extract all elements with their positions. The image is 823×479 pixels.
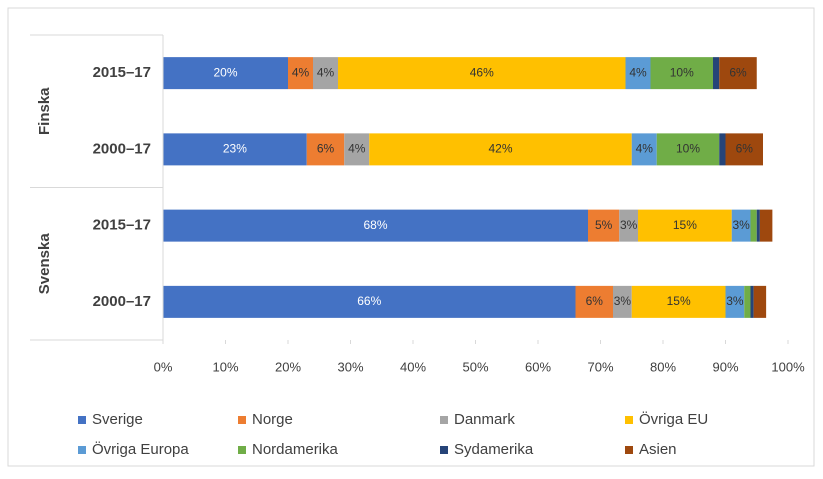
bar-segment xyxy=(338,57,626,90)
bar-segment xyxy=(638,209,732,242)
bar-segment xyxy=(163,285,576,318)
bar-segment xyxy=(313,57,338,90)
bar-segment xyxy=(656,133,720,166)
bar-segment xyxy=(306,133,345,166)
legend-label: Sverige xyxy=(92,411,143,428)
data-label: 5% xyxy=(595,218,613,232)
bar-segment xyxy=(744,285,751,318)
x-tick-label: 10% xyxy=(212,359,238,374)
bar-segment xyxy=(759,209,773,242)
legend-swatch xyxy=(440,416,448,424)
data-label: 10% xyxy=(676,142,700,156)
data-label: 15% xyxy=(673,218,697,232)
data-label: 66% xyxy=(357,294,381,308)
data-label: 4% xyxy=(292,65,310,79)
bar-segment xyxy=(588,209,620,242)
group-label: Svenska xyxy=(36,233,53,295)
legend-swatch xyxy=(440,446,448,454)
legend-swatch xyxy=(78,446,86,454)
bar-segment xyxy=(163,209,588,242)
bar-segment xyxy=(725,285,745,318)
bar-segment xyxy=(575,285,613,318)
x-tick-label: 0% xyxy=(154,359,173,374)
x-tick-label: 90% xyxy=(712,359,738,374)
bar-segment xyxy=(750,285,754,318)
legend-label: Nordamerika xyxy=(252,441,339,458)
legend-swatch xyxy=(625,446,633,454)
x-tick-label: 100% xyxy=(771,359,805,374)
data-label: 3% xyxy=(726,294,744,308)
bar-segment xyxy=(650,57,713,90)
bar-segment xyxy=(344,133,370,166)
legend-swatch xyxy=(78,416,86,424)
y-tick-label: 2000–17 xyxy=(93,293,151,310)
legend-label: Norge xyxy=(252,411,293,428)
bar-segment xyxy=(625,57,651,90)
y-tick-label: 2015–17 xyxy=(93,64,151,81)
y-tick-label: 2015–17 xyxy=(93,217,151,234)
data-label: 3% xyxy=(614,294,632,308)
data-label: 3% xyxy=(732,218,750,232)
data-label: 4% xyxy=(629,65,647,79)
x-tick-label: 60% xyxy=(525,359,551,374)
data-label: 20% xyxy=(213,65,237,79)
bar-segment xyxy=(731,209,751,242)
bar-segment xyxy=(719,133,726,166)
bar-segment xyxy=(369,133,632,166)
bar-segment xyxy=(613,285,632,318)
legend-label: Övriga Europa xyxy=(92,440,189,458)
data-label: 42% xyxy=(488,142,512,156)
bar-segment xyxy=(631,285,726,318)
x-tick-label: 30% xyxy=(337,359,363,374)
x-tick-label: 50% xyxy=(462,359,488,374)
data-label: 3% xyxy=(620,218,638,232)
legend-swatch xyxy=(238,446,246,454)
legend-label: Sydamerika xyxy=(454,441,534,458)
data-label: 6% xyxy=(317,142,335,156)
bar-segment xyxy=(631,133,657,166)
data-label: 6% xyxy=(586,294,604,308)
x-tick-label: 40% xyxy=(400,359,426,374)
legend-swatch xyxy=(238,416,246,424)
bar-segment xyxy=(750,209,757,242)
bar-segment xyxy=(288,57,313,90)
x-tick-label: 20% xyxy=(275,359,301,374)
bar-segment xyxy=(719,57,757,90)
data-label: 46% xyxy=(470,65,494,79)
data-label: 68% xyxy=(363,218,387,232)
data-label: 6% xyxy=(729,65,747,79)
data-label: 4% xyxy=(317,65,335,79)
bar-segment xyxy=(713,57,720,90)
bar-segment xyxy=(725,133,763,166)
data-label: 23% xyxy=(223,142,247,156)
data-label: 4% xyxy=(348,142,366,156)
bar-segment xyxy=(753,285,767,318)
legend-label: Övriga EU xyxy=(639,410,708,428)
legend-label: Danmark xyxy=(454,411,515,428)
x-tick-label: 80% xyxy=(650,359,676,374)
legend-label: Asien xyxy=(639,441,677,458)
bar-segment xyxy=(163,57,288,90)
bar-segment xyxy=(756,209,760,242)
group-label: Finska xyxy=(36,87,53,135)
data-label: 6% xyxy=(736,142,754,156)
data-label: 15% xyxy=(667,294,691,308)
data-label: 4% xyxy=(636,142,654,156)
x-tick-label: 70% xyxy=(587,359,613,374)
y-tick-label: 2000–17 xyxy=(93,140,151,157)
legend-swatch xyxy=(625,416,633,424)
bar-segment xyxy=(163,133,307,166)
data-label: 10% xyxy=(670,65,694,79)
bar-segment xyxy=(619,209,638,242)
